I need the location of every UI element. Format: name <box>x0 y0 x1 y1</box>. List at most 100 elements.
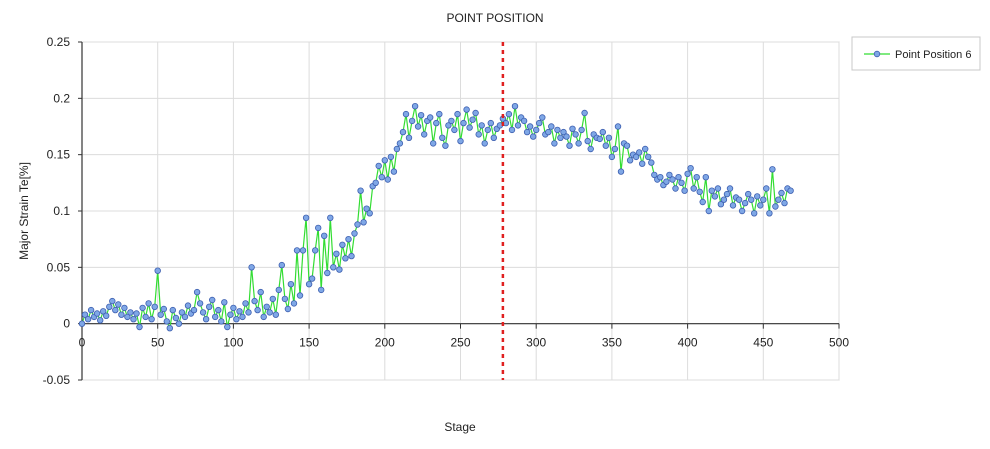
data-point <box>663 178 670 185</box>
data-point <box>175 320 183 327</box>
markers-layer <box>78 102 794 332</box>
data-point <box>390 168 398 175</box>
data-point <box>399 128 407 136</box>
data-point <box>308 275 316 282</box>
data-point <box>433 119 440 127</box>
data-point <box>378 173 385 181</box>
data-point <box>339 241 346 248</box>
data-point <box>720 196 728 203</box>
x-tick-label: 400 <box>678 336 698 350</box>
data-point <box>333 250 340 257</box>
data-point <box>393 145 401 153</box>
data-point <box>327 214 334 221</box>
data-point <box>151 303 158 310</box>
data-point <box>520 117 528 125</box>
data-point <box>118 311 125 318</box>
data-point <box>78 320 86 327</box>
data-point <box>575 140 582 147</box>
data-point <box>299 247 307 254</box>
data-point <box>193 288 201 296</box>
data-point <box>554 126 561 134</box>
data-point <box>775 196 782 203</box>
data-point <box>263 303 270 310</box>
data-point <box>696 188 703 195</box>
data-point <box>93 310 101 317</box>
data-point <box>384 176 391 183</box>
data-point <box>514 122 522 129</box>
data-point <box>402 110 410 118</box>
data-point <box>278 261 285 269</box>
data-point <box>324 269 331 277</box>
data-point <box>405 134 413 141</box>
x-axis-label: Stage <box>444 420 476 434</box>
data-point <box>684 170 691 177</box>
data-point <box>348 252 355 260</box>
x-tick-label: 150 <box>299 336 319 350</box>
data-point <box>408 117 416 125</box>
data-point <box>687 164 694 172</box>
data-point <box>781 199 788 207</box>
data-point <box>448 117 455 125</box>
data-point <box>539 114 546 121</box>
data-point <box>766 210 773 217</box>
data-point <box>366 210 373 217</box>
data-point <box>636 149 643 156</box>
data-point <box>251 297 258 305</box>
data-point <box>81 311 89 318</box>
grid <box>81 41 840 381</box>
data-point <box>205 303 213 310</box>
axes: 0 50 100 150 200 250 300 350 400 450 500 -0.05 0 0.05… <box>43 35 850 387</box>
chart-title: POINT POSITION <box>446 11 543 25</box>
data-point <box>717 200 725 208</box>
data-point <box>318 286 325 294</box>
data-point <box>705 207 712 215</box>
data-point <box>436 110 443 118</box>
data-point <box>181 313 189 321</box>
data-point <box>221 299 228 306</box>
data-point <box>363 205 370 212</box>
data-point <box>227 311 234 318</box>
data-point <box>560 128 567 136</box>
series-layer <box>81 106 791 331</box>
data-point <box>211 313 219 321</box>
data-point <box>99 308 107 315</box>
data-point <box>375 162 382 170</box>
data-point <box>481 140 488 147</box>
data-point <box>678 179 685 186</box>
x-tick-label: 250 <box>450 336 470 350</box>
data-point <box>690 185 697 192</box>
data-point <box>472 109 479 117</box>
data-point <box>487 119 494 127</box>
data-point <box>266 309 273 316</box>
y-tick-label: -0.05 <box>43 373 71 387</box>
data-point <box>478 122 485 129</box>
data-point <box>302 214 310 221</box>
x-tick-label: 500 <box>829 336 849 350</box>
data-point <box>272 311 279 318</box>
data-point <box>233 316 240 323</box>
data-point <box>738 207 746 215</box>
data-point <box>115 301 122 308</box>
data-point <box>608 153 616 161</box>
data-point <box>757 202 764 209</box>
data-point <box>124 313 131 321</box>
data-point <box>296 292 304 299</box>
data-point <box>178 309 186 316</box>
data-point <box>157 311 164 318</box>
data-point <box>657 173 664 181</box>
x-tick-label: 350 <box>602 336 622 350</box>
data-point <box>145 300 152 307</box>
x-tick-label: 100 <box>223 336 243 350</box>
data-point <box>139 304 146 312</box>
data-point <box>381 157 388 164</box>
data-point <box>735 196 743 203</box>
data-point <box>769 166 776 173</box>
data-point <box>669 176 676 183</box>
data-point <box>275 286 282 294</box>
data-point <box>584 137 591 145</box>
data-point <box>648 159 655 166</box>
data-point <box>457 137 464 145</box>
x-tick-label: 450 <box>753 336 773 350</box>
data-point <box>672 185 679 192</box>
